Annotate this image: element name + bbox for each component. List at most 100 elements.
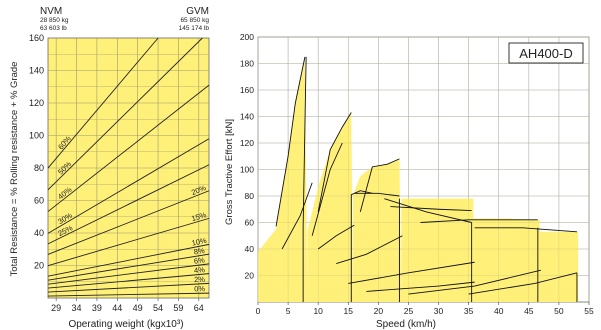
right-y-tick-label: 100 <box>240 165 254 175</box>
grade-label-6: 6% <box>193 255 205 265</box>
left-y-tick-label: 20 <box>34 261 44 271</box>
left-x-axis-label: Operating weight (kgx10³) <box>68 319 183 330</box>
right-x-axis-label: Speed (km/h) <box>376 319 436 330</box>
grade-line-20 <box>47 190 210 255</box>
tractive-effort-curves <box>275 56 578 302</box>
right-chart: 0 5 10 15 20 25 30 35 40 45 50 55 20 40 60 80 100 120 140… <box>224 32 594 330</box>
tractive-curve-1 <box>302 56 307 302</box>
left-x-tick-label: 64 <box>194 303 204 313</box>
gvm-label: GVM <box>186 6 209 17</box>
right-y-tick-label: 180 <box>240 59 254 69</box>
left-y-tick-label: 160 <box>29 33 44 43</box>
right-x-tick-label: 55 <box>584 306 594 316</box>
grade-label-0: 0% <box>194 284 205 293</box>
right-x-tick-label: 25 <box>404 306 414 316</box>
grade-line-0 <box>47 292 210 297</box>
tractive-curve-8 <box>359 158 400 213</box>
right-y-tick-label: 20 <box>245 271 255 281</box>
right-x-tick-label: 30 <box>434 306 444 316</box>
grade-line-60 <box>47 37 159 169</box>
left-x-tick-label: 39 <box>92 303 102 313</box>
gvm-kg: 65 850 kg <box>180 17 209 24</box>
tractive-curve-5 <box>317 112 352 212</box>
grade-line-2 <box>47 282 210 293</box>
right-x-tick-label: 10 <box>313 306 323 316</box>
tractive-effort-envelope <box>258 56 579 302</box>
grade-line-15 <box>47 217 210 267</box>
right-y-tick-label: 60 <box>245 218 255 228</box>
left-y-tick-label: 60 <box>34 196 44 206</box>
left-y-tick-label: 80 <box>34 163 44 173</box>
tractive-curve-14 <box>420 219 538 223</box>
grade-label-10: 10% <box>191 236 208 248</box>
tractive-curve-4 <box>311 142 343 236</box>
right-x-tick-label: 15 <box>344 306 354 316</box>
left-x-tick-label: 29 <box>51 303 61 313</box>
left-x-tick-label: 54 <box>153 303 163 313</box>
left-x-tick-label: 59 <box>173 303 183 313</box>
tractive-curve-20 <box>366 281 475 292</box>
nvm-kg: 28 850 kg <box>40 17 69 24</box>
tractive-curve-9 <box>354 192 400 197</box>
tractive-curve-6 <box>350 190 373 302</box>
tractive-curve-16 <box>474 227 577 233</box>
right-y-tick-label: 140 <box>240 112 254 122</box>
left-chart: 0%2%4%6%8%10%15%20%25%30%40%50%60% 29 34 3… <box>9 6 209 330</box>
grade-line-50 <box>47 37 203 191</box>
tractive-curve-12 <box>390 206 472 212</box>
right-x-tick-label: 50 <box>554 306 564 316</box>
right-y-tick-label: 160 <box>240 85 254 95</box>
left-y-tick-label: 100 <box>29 131 44 141</box>
tractive-curve-21 <box>408 269 541 295</box>
left-y-ticks: 20 40 60 80 100 120 140 160 <box>29 33 44 271</box>
grade-line-25 <box>47 164 210 245</box>
left-x-tick-label: 44 <box>112 303 122 313</box>
tractive-curve-7 <box>317 224 355 250</box>
right-x-tick-label: 20 <box>374 306 384 316</box>
left-x-ticks: 29 34 39 44 49 54 59 64 <box>51 298 204 313</box>
right-y-tick-label: 200 <box>240 32 254 42</box>
left-y-tick-label: 120 <box>29 98 44 108</box>
right-x-tick-label: 0 <box>256 306 261 316</box>
grade-line-30 <box>47 138 210 234</box>
grade-label-4: 4% <box>194 265 206 275</box>
grade-label-8: 8% <box>193 246 205 257</box>
right-x-ticks: 0 5 10 15 20 25 30 35 40 45 50 55 <box>256 302 594 316</box>
nvm-label: NVM <box>40 6 62 17</box>
right-y-ticks: 20 40 60 80 100 120 140 160 180 200 <box>240 32 254 281</box>
left-x-tick-label: 34 <box>72 303 82 313</box>
tractive-curve-11 <box>384 198 472 223</box>
right-x-tick-label: 40 <box>494 306 504 316</box>
nvm-lb: 63 603 lb <box>40 25 67 32</box>
tractive-curve-22 <box>468 272 578 295</box>
grade-line-8 <box>47 253 210 281</box>
right-y-tick-label: 80 <box>245 191 255 201</box>
grade-label-15: 15% <box>190 210 207 223</box>
right-y-tick-label: 120 <box>240 138 254 148</box>
right-x-tick-label: 45 <box>524 306 534 316</box>
left-grade-lines <box>47 37 210 297</box>
left-x-tick-label: 49 <box>133 303 143 313</box>
right-x-tick-label: 5 <box>286 306 291 316</box>
model-label: AH400-D <box>519 46 572 61</box>
left-y-tick-label: 40 <box>34 228 44 238</box>
grade-label-2: 2% <box>194 275 206 285</box>
tractive-curve-19 <box>348 261 475 284</box>
model-label-box <box>508 42 584 64</box>
right-y-tick-label: 40 <box>245 244 255 254</box>
left-y-axis-label: Total Resistance = % Rolling resistance … <box>9 62 20 277</box>
grade-line-4 <box>47 273 210 289</box>
tractive-curve-18 <box>336 235 403 265</box>
left-y-tick-label: 140 <box>29 66 44 76</box>
tractive-curve-2 <box>275 56 306 227</box>
grade-line-6 <box>47 263 210 285</box>
right-grid-overlay <box>257 36 590 302</box>
grade-line-40 <box>47 84 210 212</box>
right-x-tick-label: 35 <box>464 306 474 316</box>
gvm-lb: 145 174 lb <box>179 25 210 32</box>
right-y-axis-label: Gross Tractive Effort [kN] <box>224 119 235 225</box>
tractive-curve-3 <box>281 182 313 250</box>
grade-line-10 <box>47 243 210 277</box>
